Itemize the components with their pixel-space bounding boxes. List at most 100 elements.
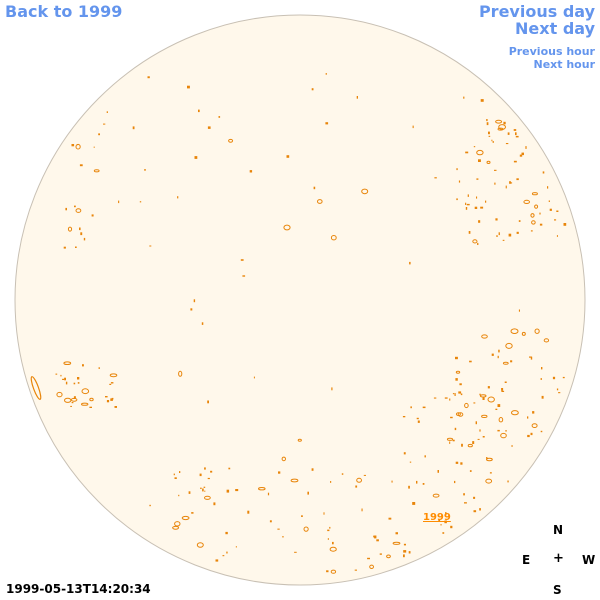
contour-speck	[542, 171, 545, 174]
contour-speck	[487, 386, 490, 389]
contour-speck	[403, 543, 406, 546]
contour-speck	[497, 404, 501, 407]
contour-speck	[452, 439, 455, 442]
contour-speck	[515, 132, 517, 136]
contour-speck	[207, 477, 210, 480]
contour-speck	[329, 546, 337, 552]
contour-speck	[327, 538, 329, 540]
contour-speck	[488, 135, 491, 137]
contour-speck	[356, 96, 358, 99]
contour-speck	[461, 443, 463, 447]
contour-speck	[510, 360, 513, 363]
contour-speck	[481, 334, 488, 339]
contour-speck	[450, 416, 453, 419]
contour-speck	[507, 132, 510, 135]
back-to-year-link[interactable]: Back to 1999	[5, 2, 123, 21]
contour-speck	[516, 231, 519, 234]
contour-speck	[473, 402, 476, 404]
contour-speck	[327, 529, 330, 532]
contour-speck	[178, 494, 180, 497]
contour-speck	[330, 481, 332, 483]
contour-speck	[464, 502, 467, 504]
contour-speck	[541, 367, 543, 370]
contour-speck	[468, 231, 471, 234]
contour-speck	[193, 299, 196, 303]
contour-speck	[505, 342, 513, 349]
contour-speck	[174, 521, 181, 527]
contour-speck	[518, 309, 520, 312]
contour-speck	[529, 356, 532, 358]
contour-speck	[541, 395, 544, 399]
contour-speck	[103, 123, 106, 125]
contour-speck	[556, 388, 559, 391]
contour-speck	[172, 525, 180, 530]
contour-speck	[500, 432, 507, 439]
contour-speck	[202, 488, 204, 492]
contour-speck	[445, 512, 447, 515]
contour-speck	[465, 207, 468, 210]
contour-speck	[495, 218, 498, 221]
next-day-link[interactable]: Next day	[515, 19, 595, 38]
contour-speck	[283, 224, 291, 231]
contour-speck	[497, 127, 504, 131]
contour-speck	[70, 405, 72, 407]
contour-speck	[277, 528, 280, 530]
contour-speck	[65, 381, 68, 385]
contour-speck	[509, 182, 513, 184]
contour-speck	[438, 519, 441, 522]
contour-speck	[75, 208, 82, 213]
previous-day-link[interactable]: Previous day	[478, 2, 595, 21]
contour-speck	[455, 378, 458, 381]
contour-speck	[563, 223, 567, 226]
contour-speck	[201, 322, 204, 325]
contour-speck	[311, 468, 314, 471]
contour-speck	[110, 398, 113, 401]
contour-speck	[412, 125, 414, 129]
contour-speck	[71, 144, 75, 147]
next-hour-link[interactable]: Next hour	[533, 58, 596, 71]
contour-speck	[442, 532, 445, 534]
contour-speck	[527, 416, 529, 419]
contour-speck	[444, 397, 448, 399]
contour-speck	[392, 541, 401, 545]
region-year-link[interactable]: 1999	[423, 512, 451, 523]
contour-speck	[505, 185, 507, 189]
contour-speck	[177, 196, 179, 199]
contour-speck	[179, 471, 181, 473]
contour-speck	[253, 376, 255, 379]
contour-speck	[341, 473, 344, 475]
contour-speck	[513, 160, 517, 163]
contour-speck	[77, 377, 80, 380]
contour-speck	[498, 124, 507, 130]
contour-speck	[473, 146, 476, 148]
contour-speck	[235, 546, 237, 548]
contour-speck	[523, 199, 531, 204]
compass-west-label: W	[582, 553, 596, 567]
contour-speck	[290, 478, 299, 483]
contour-speck	[330, 235, 337, 241]
contour-speck	[473, 496, 476, 499]
contour-speck	[508, 233, 512, 237]
contour-speck	[532, 411, 535, 414]
contour-speck	[463, 96, 465, 99]
contour-speck	[531, 423, 538, 429]
contour-speck	[416, 480, 418, 484]
contour-speck	[433, 397, 437, 399]
contour-speck	[495, 119, 503, 124]
solar-disk	[14, 14, 586, 586]
contour-speck	[191, 512, 194, 514]
contour-speck	[511, 410, 519, 416]
contour-speck	[465, 202, 467, 205]
contour-speck	[456, 198, 458, 201]
contour-speck	[501, 390, 505, 392]
contour-speck	[477, 438, 480, 440]
contour-speck	[487, 396, 495, 403]
contour-speck	[478, 220, 481, 223]
contour-speck	[488, 131, 490, 135]
contour-speck	[93, 146, 95, 148]
contour-speck	[75, 246, 77, 248]
contour-speck	[475, 421, 477, 425]
previous-hour-link[interactable]: Previous hour	[508, 45, 595, 58]
contour-speck	[494, 169, 497, 171]
contour-speck	[422, 406, 426, 409]
